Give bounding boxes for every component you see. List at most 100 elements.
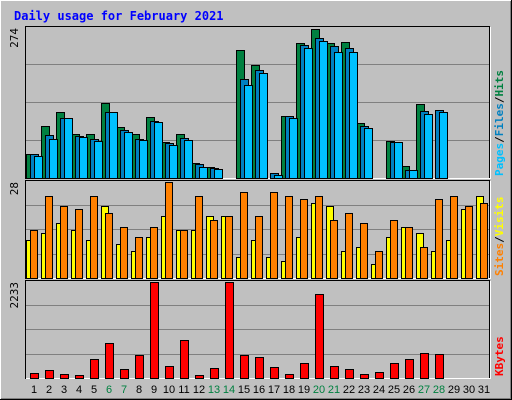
bar-kbytes-day-2 [45,370,54,379]
bar-pages-day-17 [274,175,283,179]
bar-kbytes-day-15 [240,355,249,379]
bar-kbytes-day-14 [225,282,234,379]
bar-pages-day-5 [94,141,103,179]
bar-sites-day-8 [135,237,143,279]
bar-kbytes-day-3 [60,374,69,379]
bar-pages-day-16 [259,73,268,179]
x-tick-label: 14 [223,384,235,396]
bar-kbytes-day-12 [195,375,204,379]
legend-visits-sites: Sites/Visits [493,197,506,277]
x-tick-label: 17 [268,384,280,396]
bar-sites-day-10 [165,182,173,279]
bar-kbytes-day-10 [165,366,174,379]
x-tick-label: 19 [298,384,310,396]
x-tick-label: 4 [76,384,82,396]
bar-kbytes-day-9 [150,282,159,379]
bar-sites-day-1 [30,230,38,279]
x-tick-label: 22 [343,384,355,396]
bar-sites-day-9 [150,227,158,279]
x-tick-label: 3 [61,384,67,396]
bar-sites-day-2 [45,196,53,279]
bar-kbytes-day-4 [75,375,84,379]
bar-pages-day-3 [64,118,73,179]
bar-pages-day-7 [124,132,133,179]
legend-hits-files-pages: Pages/Files/Hits [493,70,506,176]
bar-pages-day-12 [199,167,208,179]
bar-kbytes-day-22 [345,369,354,379]
bar-pages-day-25 [394,142,403,179]
bar-sites-day-20 [315,196,323,279]
bar-kbytes-day-19 [300,363,309,379]
panel-visits-sites: 28 Sites/Visits [8,180,506,279]
bar-kbytes-day-6 [105,343,114,379]
x-tick-label: 2 [46,384,52,396]
bar-sites-day-27 [420,247,428,279]
bar-sites-day-6 [105,213,113,279]
bar-kbytes-day-13 [210,368,219,379]
bar-sites-day-22 [345,213,353,279]
bar-kbytes-day-16 [255,357,264,379]
bar-pages-day-4 [79,137,88,179]
x-tick-label: 1 [31,384,37,396]
bar-sites-day-7 [120,227,128,279]
bar-sites-day-11 [180,230,188,279]
bar-pages-day-22 [349,52,358,179]
bar-kbytes-day-8 [135,355,144,379]
x-tick-label: 5 [91,384,97,396]
bar-pages-day-26 [409,170,418,179]
y-max-label: 2233 [8,282,21,309]
x-tick-label: 23 [358,384,370,396]
bar-kbytes-day-20 [315,294,324,379]
bar-kbytes-day-28 [435,354,444,379]
bar-pages-day-8 [139,140,148,179]
bar-kbytes-day-7 [120,369,129,379]
bar-pages-day-13 [214,169,223,179]
bar-pages-day-10 [169,145,178,179]
x-tick-label: 13 [208,384,220,396]
bar-pages-day-19 [304,48,313,179]
bar-sites-day-15 [240,192,248,279]
x-tick-label: 9 [151,384,157,396]
x-tick-label: 11 [178,384,189,396]
x-tick-label: 10 [163,384,175,396]
bar-kbytes-day-5 [90,359,99,379]
bar-sites-day-26 [405,227,413,279]
bar-sites-day-13 [210,220,218,279]
bar-pages-day-9 [154,122,163,179]
bar-pages-day-11 [184,140,193,179]
chart-title: Daily usage for February 2021 [14,9,224,23]
x-tick-label: 6 [106,384,112,396]
legend-item: KBytes [493,336,506,376]
bar-kbytes-day-26 [405,359,414,379]
bar-sites-day-30 [465,206,473,279]
bar-kbytes-day-25 [390,363,399,379]
bar-sites-day-3 [60,206,68,279]
bar-pages-day-23 [364,128,373,179]
x-tick-label: 24 [373,384,385,396]
bar-pages-day-20 [319,41,328,179]
x-tick-label: 8 [136,384,142,396]
x-tick-label: 31 [478,384,490,396]
x-tick-label: 15 [238,384,250,396]
bar-sites-day-16 [255,216,263,279]
legend-item: Files [493,103,506,136]
bar-sites-day-21 [330,220,338,279]
bar-sites-day-25 [390,220,398,279]
bar-pages-day-27 [424,114,433,179]
bar-sites-day-24 [375,251,383,279]
bar-sites-day-14 [225,216,233,279]
bar-sites-day-5 [90,196,98,279]
legend-item: / [493,96,506,103]
bar-pages-day-2 [49,139,58,179]
bar-kbytes-day-21 [330,366,339,379]
bar-kbytes-day-24 [375,372,384,379]
legend-item: Sites [493,243,506,276]
x-tick-label: 26 [403,384,415,396]
bar-kbytes-day-11 [180,340,189,379]
legend-kbytes: KBytes [493,336,506,376]
bar-sites-day-4 [75,209,83,279]
bar-pages-day-6 [109,112,118,179]
bar-sites-day-17 [270,192,278,279]
